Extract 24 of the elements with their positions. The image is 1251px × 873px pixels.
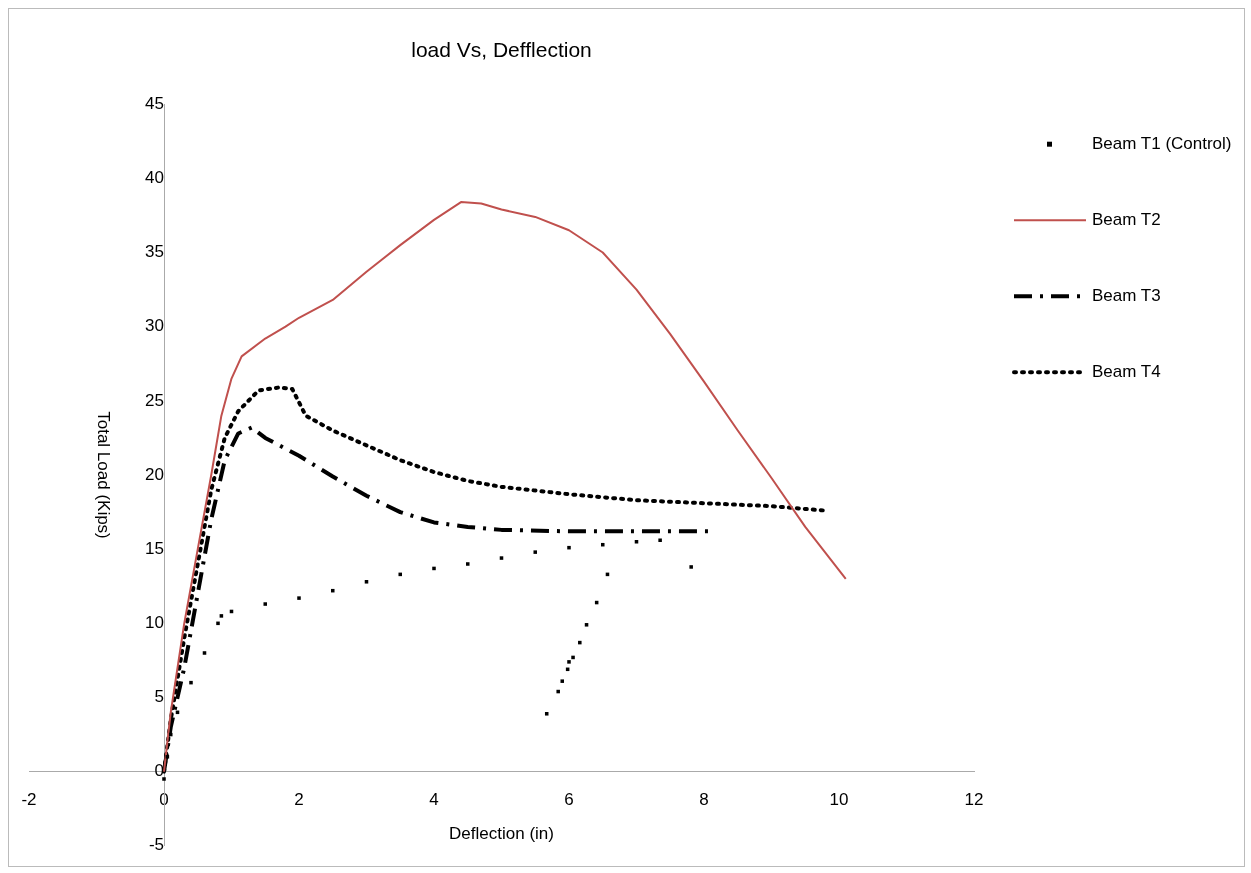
legend-label: Beam T4 — [1092, 361, 1161, 381]
x-tick-label: -2 — [21, 789, 37, 809]
y-tick-label: 30 — [145, 316, 164, 336]
y-tick-label: 40 — [145, 168, 164, 188]
x-tick-label: 6 — [564, 789, 574, 809]
legend-label: Beam T3 — [1092, 285, 1161, 305]
x-axis-title: Deflection (in) — [449, 823, 554, 843]
y-tick-label: 25 — [145, 390, 164, 410]
y-tick-label: 35 — [145, 242, 164, 262]
x-tick-label: 2 — [294, 789, 304, 809]
y-tick-label: 20 — [145, 464, 164, 484]
x-tick-label: 4 — [429, 789, 439, 809]
x-tick-label: 8 — [699, 789, 709, 809]
x-tick-label: 10 — [829, 789, 849, 809]
y-tick-label: 45 — [145, 93, 164, 113]
chart-title: load Vs, Defflection — [411, 38, 592, 62]
legend-label: Beam T1 (Control) — [1092, 133, 1232, 153]
y-tick-label: 5 — [154, 687, 164, 707]
x-tick-label: 12 — [964, 789, 984, 809]
y-axis-title: Total Load (Kips) — [94, 411, 114, 539]
y-tick-label: 10 — [145, 613, 164, 633]
legend-label: Beam T2 — [1092, 209, 1161, 229]
y-tick-label: 15 — [145, 538, 164, 558]
y-tick-label: -5 — [148, 835, 164, 855]
